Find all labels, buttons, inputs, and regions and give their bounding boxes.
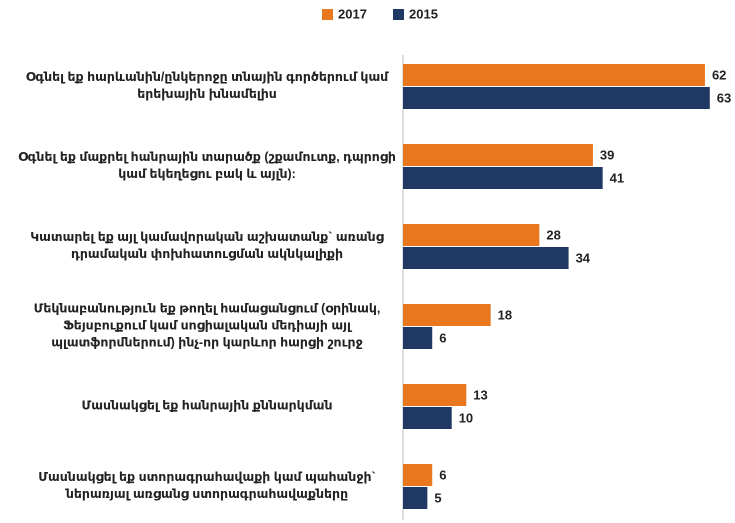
bar bbox=[403, 384, 467, 406]
value-label: 13 bbox=[473, 387, 487, 402]
value-label: 34 bbox=[576, 250, 591, 265]
bar bbox=[403, 247, 569, 269]
legend-label: 2017 bbox=[338, 6, 367, 21]
bar bbox=[403, 304, 491, 326]
category-label: Օգնել եք մաքրել հանրային տարածք (շքամուտ… bbox=[18, 150, 396, 181]
bar bbox=[403, 224, 540, 246]
bar bbox=[403, 487, 428, 509]
bar bbox=[403, 64, 705, 86]
bar bbox=[403, 167, 603, 189]
value-label: 41 bbox=[610, 170, 624, 185]
value-label: 6 bbox=[439, 330, 446, 345]
category-label: Կատարել եք այլ կամավորական աշխատանք` առա… bbox=[30, 230, 384, 261]
bar bbox=[403, 144, 593, 166]
category-label: Մեկնաբանություն եք թողել համացանցում (օր… bbox=[33, 301, 381, 350]
value-label: 5 bbox=[434, 490, 441, 505]
bar bbox=[403, 327, 433, 349]
value-label: 6 bbox=[439, 467, 446, 482]
category-label: Օգնել եք հարևանին/ընկերոջը տնային գործեր… bbox=[25, 70, 389, 101]
value-label: 28 bbox=[546, 227, 560, 242]
bar bbox=[403, 87, 710, 109]
legend-swatch bbox=[393, 9, 404, 20]
bar bbox=[403, 407, 452, 429]
category-label: Մասնակցել եք հանրային քննարկման bbox=[81, 398, 333, 413]
value-label: 62 bbox=[712, 67, 726, 82]
bar bbox=[403, 464, 433, 486]
value-label: 18 bbox=[498, 307, 512, 322]
value-label: 39 bbox=[600, 147, 614, 162]
legend-swatch bbox=[322, 9, 333, 20]
value-label: 10 bbox=[459, 410, 473, 425]
legend-label: 2015 bbox=[409, 6, 438, 21]
value-label: 63 bbox=[717, 90, 731, 105]
category-label: Մասնակցել եք ստորագրահավաքի կամ պահանջի`… bbox=[38, 470, 376, 501]
